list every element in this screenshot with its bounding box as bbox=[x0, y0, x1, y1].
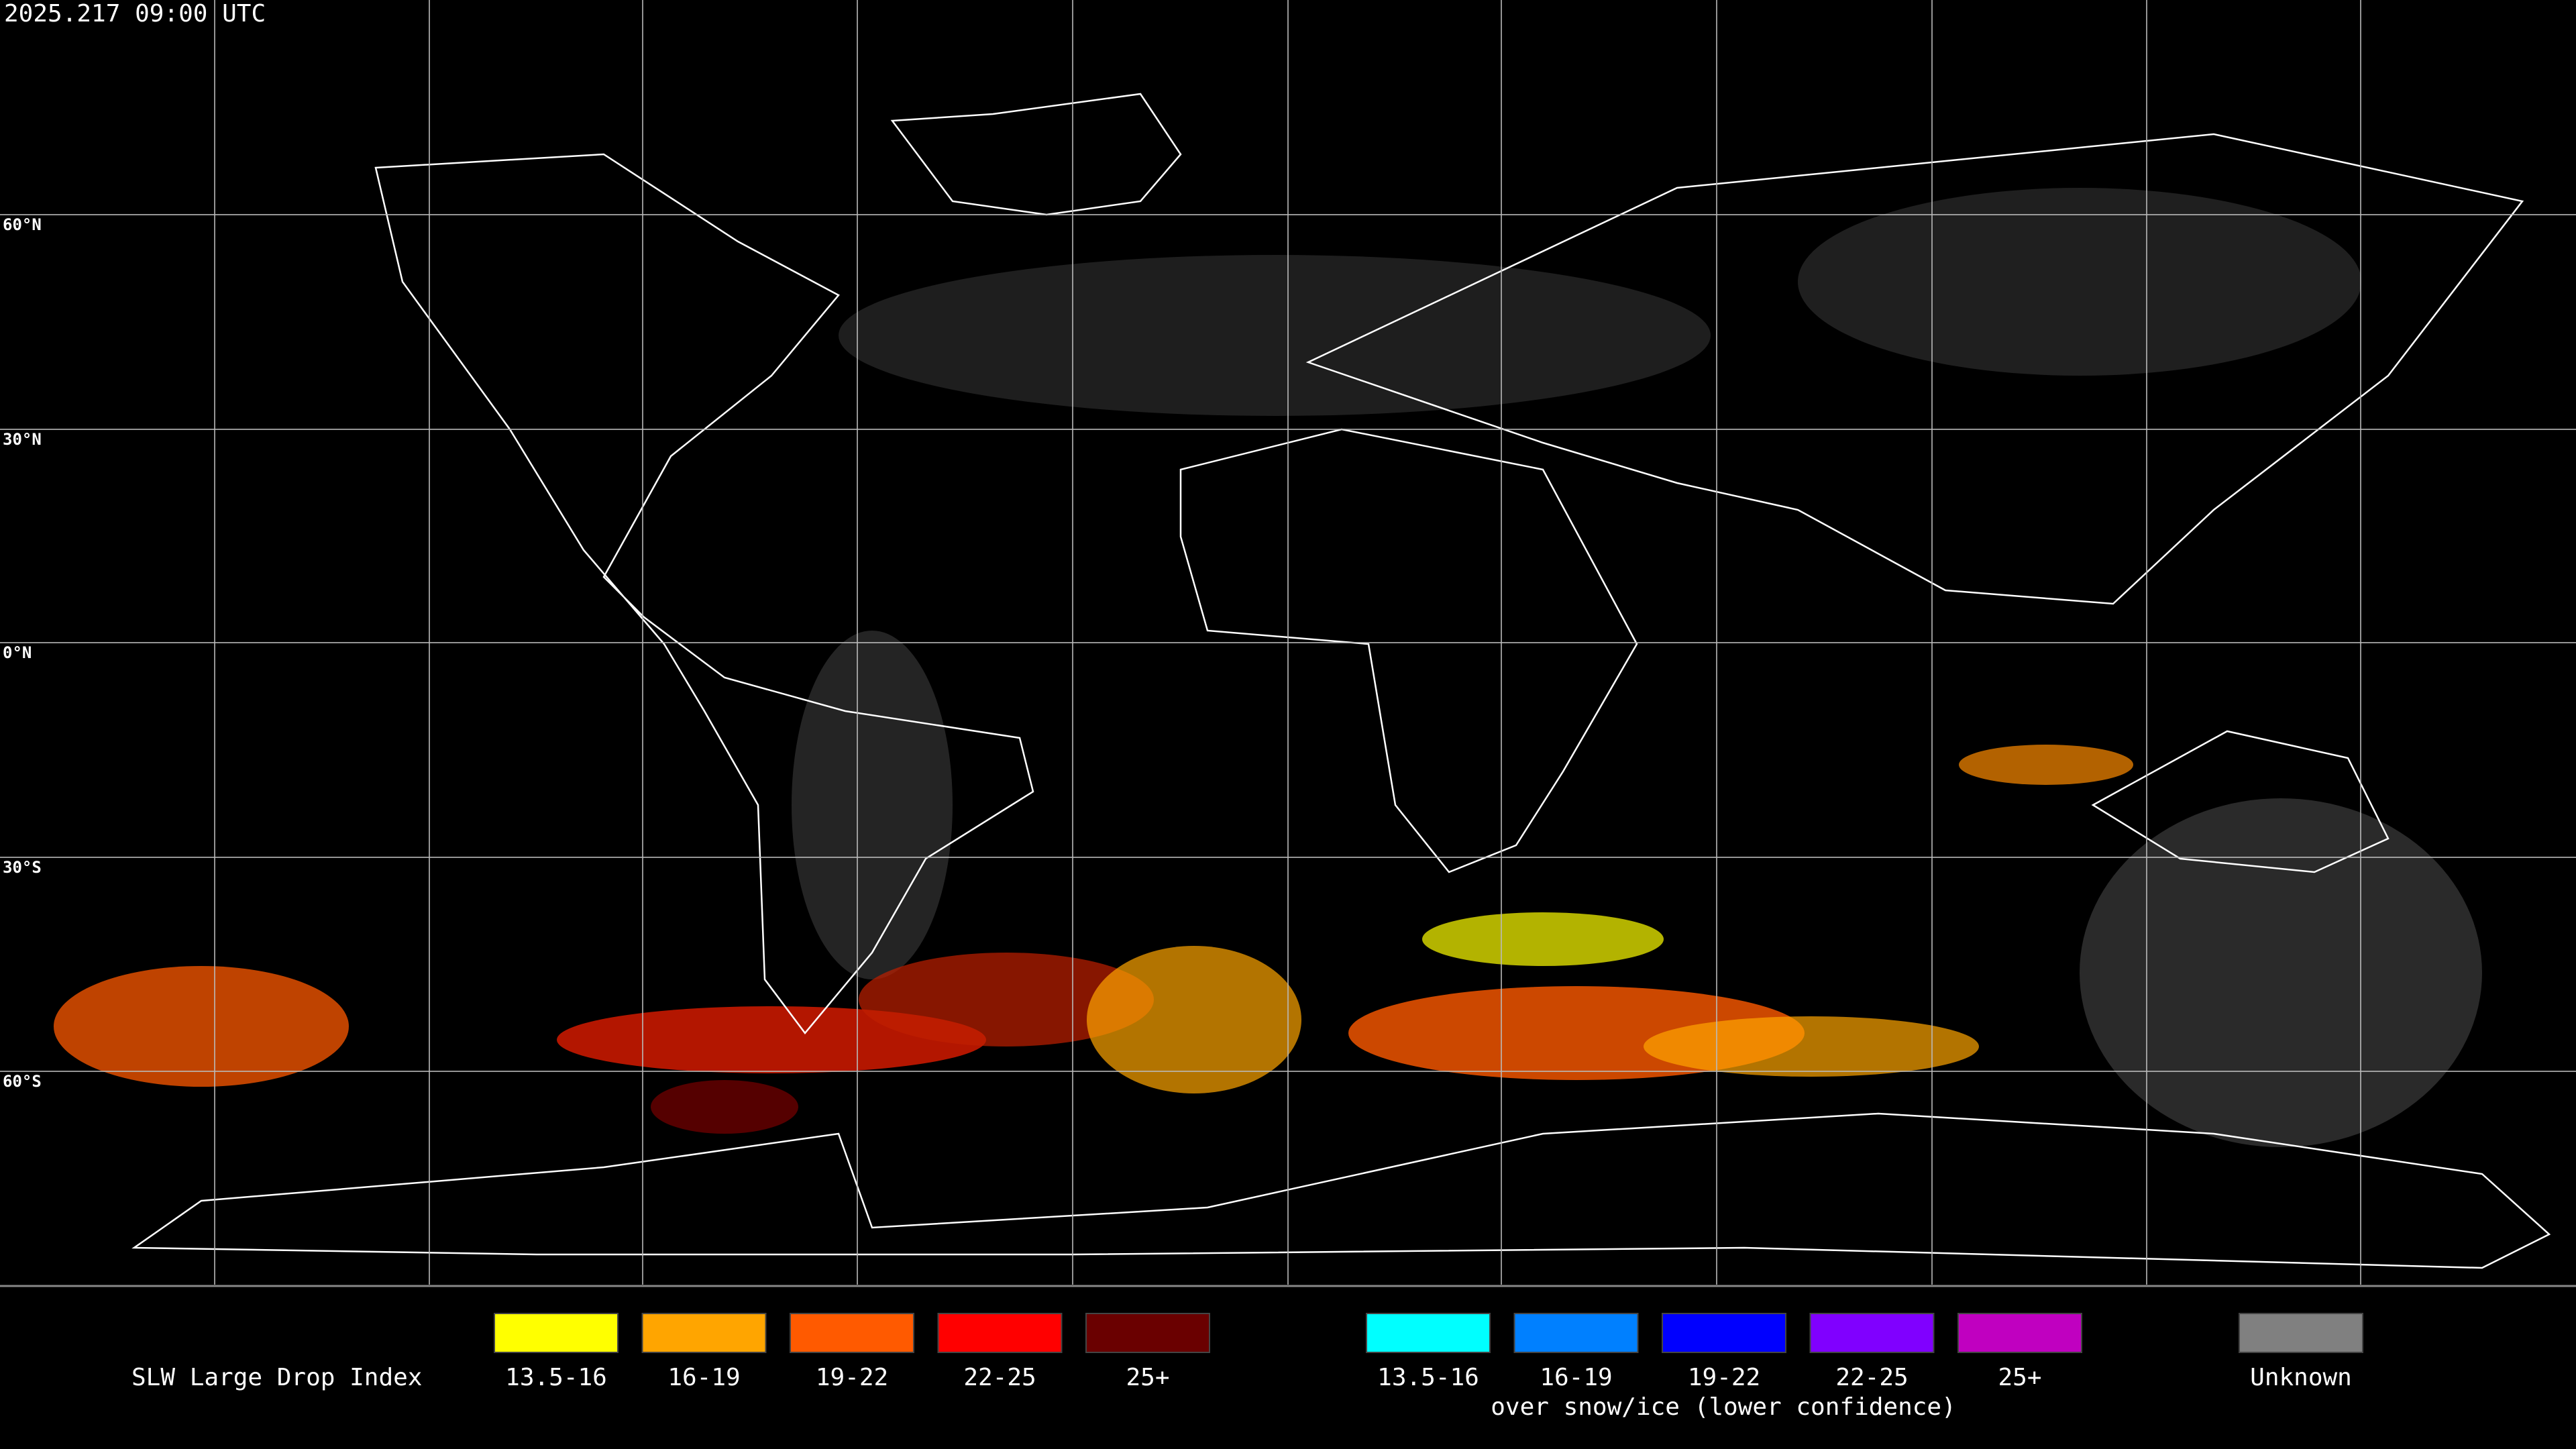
legend-swatch bbox=[1809, 1313, 1935, 1353]
legend-swatch bbox=[1366, 1313, 1491, 1353]
coastline bbox=[374, 153, 1034, 1035]
legend-label: 22-25 bbox=[963, 1364, 1036, 1391]
cloud bbox=[1087, 946, 1301, 1093]
legend-swatch bbox=[2239, 1313, 2363, 1353]
latitude-label: 60°S bbox=[3, 1072, 42, 1091]
legend-label: Unknown bbox=[2250, 1364, 2352, 1391]
coastline bbox=[1305, 133, 2524, 605]
legend-label: 13.5-16 bbox=[1377, 1364, 1479, 1391]
legend-swatch bbox=[1085, 1313, 1210, 1353]
legend-label: 25+ bbox=[1126, 1364, 1169, 1391]
legend-title: SLW Large Drop Index bbox=[131, 1364, 422, 1391]
legend-swatch bbox=[494, 1313, 619, 1353]
coastline bbox=[2091, 730, 2390, 873]
legend: SLW Large Drop Index over snow/ice (lowe… bbox=[131, 1313, 2363, 1421]
legend-swatch bbox=[641, 1313, 767, 1353]
cloud-field bbox=[54, 188, 2482, 1147]
coastline bbox=[890, 93, 1182, 216]
coastline bbox=[131, 1112, 2551, 1269]
coastline bbox=[1179, 428, 1638, 873]
legend-note: over snow/ice (lower confidence) bbox=[1491, 1393, 1956, 1421]
legend-swatch bbox=[1513, 1313, 1639, 1353]
cloud bbox=[2080, 798, 2482, 1147]
cloud bbox=[839, 255, 1711, 416]
legend-swatch bbox=[937, 1313, 1063, 1353]
legend-swatch bbox=[790, 1313, 914, 1353]
latitude-label: 30°S bbox=[3, 858, 42, 877]
graticule bbox=[0, 0, 2576, 1285]
cloud bbox=[54, 966, 349, 1087]
legend-label: 16-19 bbox=[1540, 1364, 1612, 1391]
cloud bbox=[1422, 912, 1664, 966]
cloud bbox=[792, 631, 953, 979]
legend-label: 13.5-16 bbox=[505, 1364, 607, 1391]
timestamp: 2025.217 09:00 UTC bbox=[4, 0, 266, 28]
legend-label: 16-19 bbox=[667, 1364, 740, 1391]
legend-swatch bbox=[1662, 1313, 1786, 1353]
cloud bbox=[651, 1080, 798, 1134]
latitude-labels: 60°N 30°N 0°N 30°S 60°S bbox=[3, 215, 42, 1091]
legend-label: 25+ bbox=[1998, 1364, 2041, 1391]
legend-label: 19-22 bbox=[1688, 1364, 1760, 1391]
cloud bbox=[1644, 1016, 1979, 1077]
latitude-label: 0°N bbox=[3, 643, 32, 662]
cloud bbox=[1959, 745, 2133, 785]
coastlines bbox=[131, 93, 2551, 1269]
latitude-label: 30°N bbox=[3, 430, 42, 449]
latitude-label: 60°N bbox=[3, 215, 42, 234]
cloud bbox=[1798, 188, 2361, 376]
cloud bbox=[859, 953, 1154, 1046]
legend-swatch bbox=[1957, 1313, 2082, 1353]
legend-label: 22-25 bbox=[1835, 1364, 1908, 1391]
legend-label: 19-22 bbox=[816, 1364, 888, 1391]
